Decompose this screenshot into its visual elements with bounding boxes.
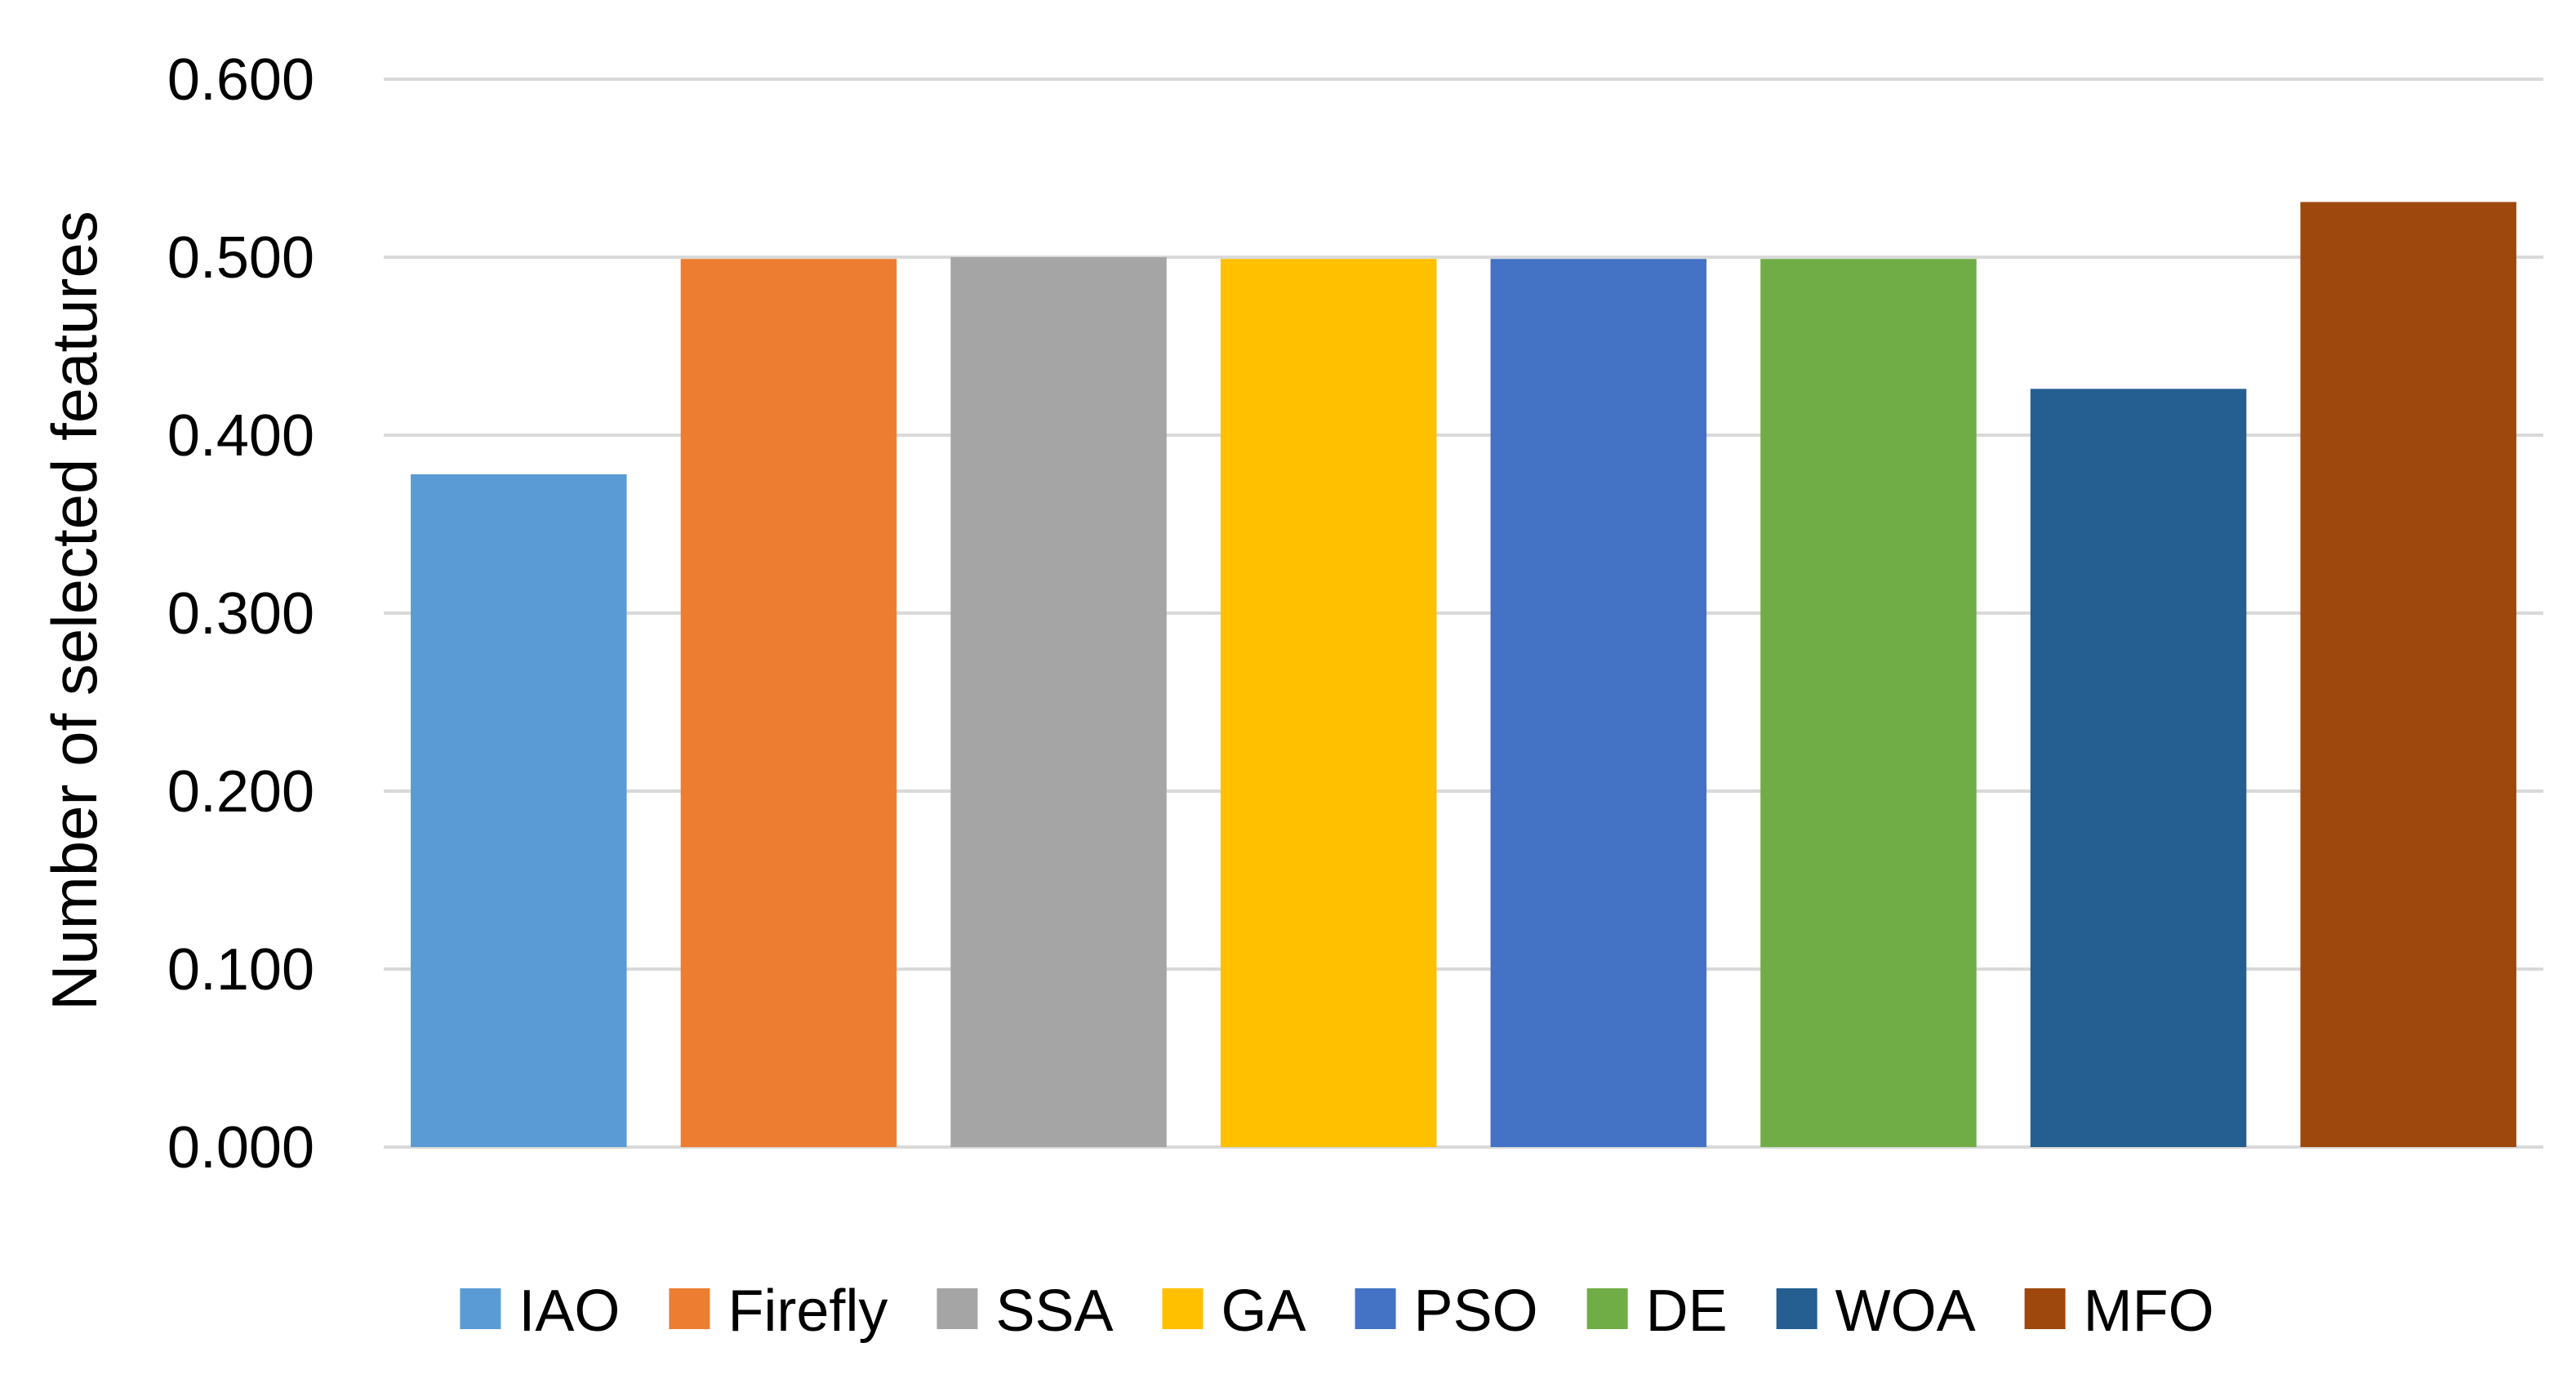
legend-swatch [2024, 1288, 2066, 1329]
legend-swatch [937, 1288, 978, 1329]
bars [411, 202, 2516, 1148]
y-tick-label: 0.600 [167, 47, 314, 113]
bar-iao [411, 474, 627, 1147]
legend-label: DE [1646, 1278, 1728, 1344]
legend-label: WOA [1835, 1278, 1976, 1344]
y-tick-label: 0.000 [167, 1115, 314, 1181]
legend-item-mfo: MFO [2024, 1278, 2214, 1344]
legend-item-woa: WOA [1776, 1278, 1976, 1344]
legend-label: SSA [995, 1278, 1113, 1344]
legend-swatch [1162, 1288, 1203, 1329]
bar-mfo [2300, 202, 2516, 1147]
legend-item-pso: PSO [1355, 1278, 1538, 1344]
legend-label: Firefly [727, 1278, 888, 1344]
legend-swatch [1586, 1288, 1628, 1329]
y-tick-label: 0.100 [167, 937, 314, 1003]
legend-swatch [1776, 1288, 1817, 1329]
bar-ga [1220, 259, 1437, 1148]
y-tick-label: 0.300 [167, 581, 314, 647]
legend-item-de: DE [1586, 1278, 1728, 1344]
bar-woa [2030, 389, 2247, 1147]
legend-swatch [460, 1288, 501, 1329]
legend-item-firefly: Firefly [669, 1278, 888, 1344]
legend-item-ssa: SSA [937, 1278, 1114, 1344]
legend-item-ga: GA [1162, 1278, 1306, 1344]
y-axis-title: Number of selected features [38, 211, 110, 1011]
y-tick-label: 0.500 [167, 225, 314, 291]
legend-label: IAO [518, 1278, 620, 1344]
bar-ssa [950, 257, 1167, 1147]
legend: IAO Firefly SSA GA PSO DE WOA MFO [460, 1278, 2214, 1344]
legend-swatch [669, 1288, 710, 1329]
legend-label: GA [1221, 1278, 1306, 1344]
y-axis-tick-labels: 0.000 0.100 0.200 0.300 0.400 0.500 0.600 [167, 47, 314, 1181]
legend-label: MFO [2084, 1278, 2214, 1344]
y-tick-label: 0.400 [167, 403, 314, 469]
legend-item-iao: IAO [460, 1278, 620, 1344]
bar-firefly [680, 259, 897, 1148]
bar-pso [1490, 259, 1707, 1148]
legend-label: PSO [1414, 1278, 1538, 1344]
bar-de [1760, 259, 1977, 1148]
y-tick-label: 0.200 [167, 759, 314, 825]
legend-swatch [1355, 1288, 1396, 1329]
